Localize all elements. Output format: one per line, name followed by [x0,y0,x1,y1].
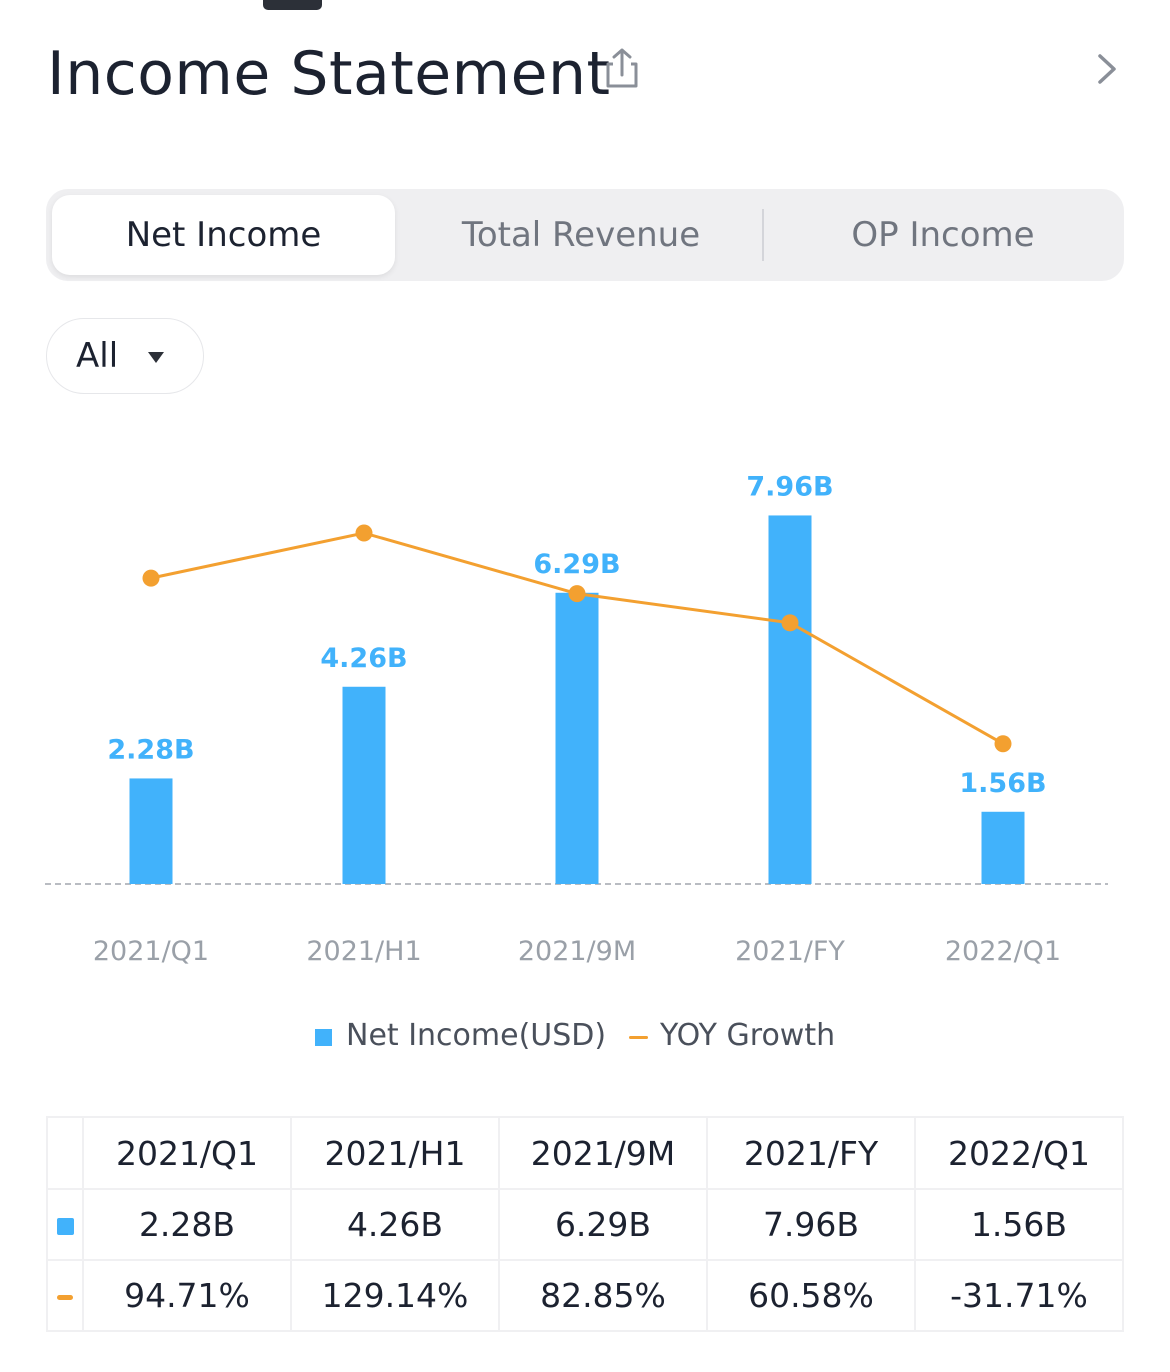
bar-value-label: 6.29B [533,549,620,580]
yoy-growth-point [142,569,160,587]
yoy-row-swatch [46,1259,84,1332]
net-income-bar [768,515,812,884]
data-table: 2021/Q1 2021/H1 2021/9M 2021/FY 2022/Q1 … [46,1116,1124,1332]
bar-value-label: 1.56B [959,768,1046,799]
net-income-bar [555,592,599,884]
period-filter-dropdown[interactable]: All [46,318,204,394]
column-header: 2021/Q1 [82,1116,292,1190]
x-axis-tick-label: 2021/FY [735,936,845,967]
x-axis-tick-label: 2021/H1 [306,936,421,967]
net-income-row-swatch [46,1188,84,1261]
table-row-net-income: 2.28B 4.26B 6.29B 7.96B 1.56B [46,1188,1124,1261]
table-cell: -31.71% [914,1259,1124,1332]
legend-bar-label: Net Income(USD) [346,1018,607,1053]
column-header: 2021/FY [706,1116,916,1190]
page-title: Income Statement [47,39,611,109]
bar-value-label: 4.26B [320,643,407,674]
period-filter-label: All [76,336,119,376]
metric-tabs: Net Income Total Revenue OP Income [46,189,1124,281]
column-header: 2021/H1 [290,1116,500,1190]
yoy-growth-point [994,735,1012,753]
yoy-growth-point [355,524,373,542]
table-cell: 94.71% [82,1259,292,1332]
tab-total-revenue[interactable]: Total Revenue [461,215,701,255]
column-header: 2022/Q1 [914,1116,1124,1190]
chart-legend: Net Income(USD) YOY Growth [0,1016,1170,1060]
legend-line-swatch [629,1036,648,1039]
drag-handle[interactable] [263,0,322,10]
chevron-right-icon[interactable] [1090,48,1124,90]
table-cell: 129.14% [290,1259,500,1332]
table-cell: 1.56B [914,1188,1124,1261]
x-axis-tick-label: 2021/9M [518,936,636,967]
net-income-bar [342,686,386,884]
tab-net-income[interactable]: Net Income [52,195,395,275]
column-header: 2021/9M [498,1116,708,1190]
table-cell: 60.58% [706,1259,916,1332]
square-swatch-icon [56,1218,74,1235]
legend-line-label: YOY Growth [660,1018,836,1053]
caret-down-icon [148,352,164,363]
bar-value-label: 2.28B [107,734,194,765]
x-axis-tick-label: 2021/Q1 [93,936,209,967]
table-cell: 7.96B [706,1188,916,1261]
table-cell: 6.29B [498,1188,708,1261]
tab-divider [762,209,764,261]
net-income-bar [129,778,173,884]
dash-swatch-icon [57,1295,73,1300]
yoy-growth-point [781,614,799,632]
income-chart: 2.28B 2021/Q1 4.26B 2021/H1 6.29B 2021/9M 7.96… [45,471,1108,967]
legend-bar-swatch [315,1029,332,1046]
share-icon[interactable] [602,46,642,90]
net-income-bar [981,811,1025,884]
table-corner-cell [46,1116,84,1190]
table-cell: 2.28B [82,1188,292,1261]
bar-value-label: 7.96B [746,471,833,502]
tab-op-income[interactable]: OP Income [851,215,1035,255]
table-cell: 82.85% [498,1259,708,1332]
x-axis-tick-label: 2022/Q1 [945,936,1061,967]
table-header-row: 2021/Q1 2021/H1 2021/9M 2021/FY 2022/Q1 [46,1116,1124,1190]
table-cell: 4.26B [290,1188,500,1261]
table-row-yoy-growth: 94.71% 129.14% 82.85% 60.58% -31.71% [46,1259,1124,1332]
yoy-growth-point [568,585,586,603]
